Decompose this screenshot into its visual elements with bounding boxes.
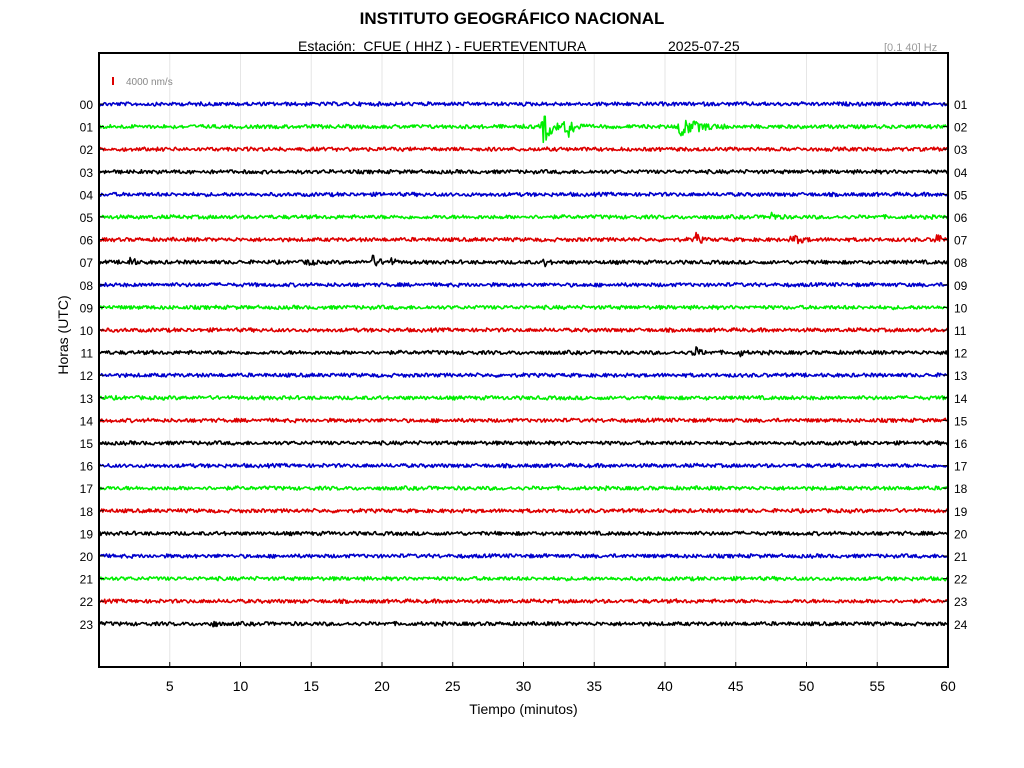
trace-01	[98, 115, 949, 144]
trace-12	[98, 372, 949, 379]
y-tick-label-left: 21	[80, 573, 94, 587]
trace-22	[98, 598, 949, 605]
y-tick-label-right: 19	[954, 505, 968, 519]
figure-title: INSTITUTO GEOGRÁFICO NACIONAL	[359, 9, 665, 28]
y-tick-label-right: 24	[954, 618, 968, 632]
y-tick-label-left: 11	[81, 347, 94, 361]
x-tick-label: 30	[516, 678, 532, 694]
y-tick-label-right: 20	[954, 527, 968, 541]
trace-08	[98, 281, 949, 288]
y-tick-label-right: 18	[954, 482, 968, 496]
y-tick-label-right: 09	[954, 279, 968, 293]
y-tick-label-left: 12	[80, 369, 94, 383]
x-axis-label: Tiempo (minutos)	[469, 701, 577, 717]
trace-23	[98, 620, 949, 628]
x-tick-label: 10	[233, 678, 249, 694]
x-tick-label: 15	[303, 678, 319, 694]
trace-15	[98, 440, 949, 446]
trace-17	[98, 485, 949, 492]
y-tick-label-left: 19	[80, 527, 94, 541]
trace-20	[98, 553, 949, 559]
y-tick-label-right: 17	[954, 460, 968, 474]
y-tick-label-right: 02	[954, 121, 968, 135]
trace-13	[98, 394, 948, 401]
trace-04	[98, 191, 949, 198]
x-tick-label: 55	[869, 678, 885, 694]
scale-bar-label: 4000 nm/s	[126, 77, 173, 88]
y-tick-label-right: 03	[954, 143, 968, 157]
y-tick-label-left: 05	[80, 211, 94, 225]
y-tick-label-left: 02	[80, 143, 94, 157]
y-tick-label-left: 17	[80, 482, 94, 496]
y-tick-label-left: 16	[80, 460, 94, 474]
y-tick-label-left: 00	[80, 98, 94, 112]
y-tick-label-right: 04	[954, 166, 968, 180]
x-tick-label: 25	[445, 678, 461, 694]
y-tick-label-left: 20	[80, 550, 94, 564]
y-tick-label-right: 13	[954, 369, 968, 383]
x-tick-label: 40	[657, 678, 673, 694]
x-tick-label: 20	[374, 678, 390, 694]
y-tick-label-left: 13	[80, 392, 94, 406]
trace-19	[98, 530, 949, 537]
y-tick-label-right: 10	[954, 301, 968, 315]
trace-03	[98, 168, 949, 175]
y-tick-label-left: 09	[80, 301, 94, 315]
y-tick-label-left: 08	[80, 279, 94, 293]
x-tick-label: 45	[728, 678, 744, 694]
trace-21	[98, 575, 949, 582]
frequency-band-label: [0.1 40] Hz	[884, 42, 938, 54]
y-tick-label-left: 06	[80, 234, 94, 248]
y-tick-label-right: 14	[954, 392, 968, 406]
y-tick-label-left: 23	[80, 618, 94, 632]
y-axis-label: Horas (UTC)	[55, 295, 71, 374]
trace-18	[99, 507, 949, 514]
y-tick-label-left: 04	[80, 188, 94, 202]
y-tick-label-right: 15	[954, 414, 968, 428]
y-tick-label-right: 11	[954, 324, 967, 338]
trace-11	[98, 346, 949, 358]
trace-07	[98, 254, 949, 268]
y-tick-label-left: 07	[80, 256, 94, 270]
station-label: Estación: CFUE ( HHZ ) - FUERTEVENTURA	[298, 38, 587, 54]
y-tick-label-left: 03	[80, 166, 94, 180]
x-tick-label: 50	[799, 678, 815, 694]
y-tick-label-right: 22	[954, 573, 968, 587]
x-tick-label: 5	[166, 678, 174, 694]
y-tick-label-right: 01	[954, 98, 968, 112]
trace-02	[98, 146, 949, 153]
trace-09	[98, 304, 949, 311]
y-tick-label-right: 21	[954, 550, 968, 564]
y-tick-label-left: 14	[80, 414, 94, 428]
x-tick-label: 35	[586, 678, 602, 694]
y-tick-label-right: 16	[954, 437, 968, 451]
y-tick-label-left: 10	[80, 324, 94, 338]
y-tick-label-right: 06	[954, 211, 968, 225]
y-tick-label-right: 23	[954, 595, 968, 609]
y-tick-label-right: 07	[954, 234, 968, 248]
y-tick-label-left: 15	[80, 437, 94, 451]
y-tick-label-left: 22	[80, 595, 94, 609]
y-tick-label-right: 05	[954, 188, 968, 202]
trace-14	[98, 417, 949, 424]
trace-05	[98, 211, 949, 220]
trace-16	[98, 462, 949, 469]
y-tick-label-left: 18	[80, 505, 94, 519]
date-label: 2025-07-25	[668, 38, 740, 54]
trace-00	[98, 101, 949, 107]
trace-06	[98, 231, 949, 245]
y-tick-label-right: 08	[954, 256, 968, 270]
y-tick-label-left: 01	[80, 121, 94, 135]
x-tick-label: 60	[940, 678, 956, 694]
y-tick-label-right: 12	[954, 347, 968, 361]
trace-10	[98, 327, 949, 333]
